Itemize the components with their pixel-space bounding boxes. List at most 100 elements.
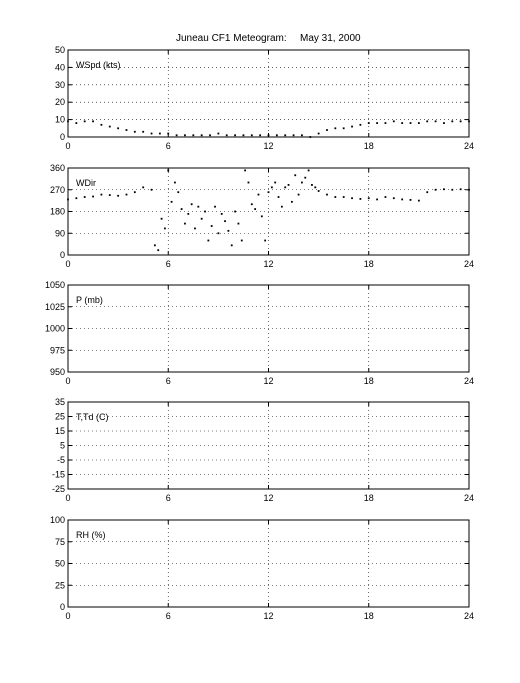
- x-tick-label: 0: [65, 259, 70, 269]
- y-tick-label: 75: [55, 537, 65, 547]
- data-point: [250, 134, 253, 137]
- data-point: [342, 127, 345, 130]
- data-point: [260, 215, 263, 218]
- data-point: [142, 186, 145, 189]
- data-point: [237, 222, 240, 225]
- y-tick-label: 0: [60, 132, 65, 142]
- data-point: [100, 123, 103, 126]
- y-tick-label: 1050: [45, 280, 65, 290]
- data-point: [274, 181, 277, 184]
- data-point: [267, 191, 270, 194]
- y-tick-label: -15: [52, 470, 65, 480]
- data-point: [417, 122, 420, 124]
- x-tick-label: 12: [263, 376, 273, 386]
- data-point: [326, 129, 328, 131]
- panel-label: WDir: [76, 178, 96, 188]
- data-point: [117, 127, 120, 130]
- data-point: [443, 122, 445, 124]
- data-point: [190, 203, 193, 206]
- temperature-panel: 0 6 12 18 24 -25 -15 -5 5 15 25 35 T,Td (C): [52, 397, 474, 503]
- data-point: [217, 232, 220, 235]
- y-tick-label: 5: [60, 441, 65, 451]
- x-tick-label: 12: [263, 141, 273, 151]
- data-point: [167, 132, 170, 135]
- data-point: [217, 132, 220, 135]
- y-tick-label: 25: [55, 580, 65, 590]
- data-point: [384, 122, 387, 124]
- data-point: [409, 122, 412, 124]
- data-point: [359, 123, 362, 126]
- y-tick-label: 100: [50, 515, 65, 525]
- data-point: [367, 197, 370, 200]
- y-tick-label: 35: [55, 397, 65, 407]
- data-point: [244, 169, 247, 172]
- data-point: [142, 130, 145, 133]
- data-point: [443, 188, 445, 191]
- data-point: [434, 120, 437, 123]
- data-point: [468, 188, 470, 191]
- data-point: [214, 205, 216, 208]
- data-point: [125, 129, 128, 131]
- data-point: [270, 186, 273, 189]
- data-point: [209, 134, 211, 137]
- y-tick-label: 30: [55, 80, 65, 90]
- data-point: [175, 134, 178, 137]
- x-tick-label: 24: [464, 141, 474, 151]
- x-tick-label: 0: [65, 493, 70, 503]
- data-point: [290, 200, 293, 203]
- data-point: [227, 229, 230, 232]
- x-tick-label: 12: [263, 259, 273, 269]
- panel-label: RH (%): [76, 530, 106, 540]
- x-tick-label: 12: [263, 493, 273, 503]
- x-tick-label: 6: [166, 493, 171, 503]
- data-point: [167, 169, 170, 172]
- data-point: [280, 205, 283, 208]
- data-point: [351, 125, 353, 128]
- y-tick-label: 15: [55, 426, 65, 436]
- data-point: [417, 199, 420, 202]
- pressure-panel: 0 6 12 18 24 950 975 1000 1025 1050 P (mb): [45, 280, 474, 386]
- data-point: [204, 210, 206, 213]
- x-tick-label: 0: [65, 376, 70, 386]
- data-point: [200, 134, 203, 137]
- data-point: [240, 239, 243, 242]
- data-point: [294, 174, 297, 177]
- data-point: [187, 213, 190, 215]
- data-point: [224, 220, 226, 223]
- data-point: [242, 134, 245, 137]
- y-tick-label: 360: [50, 163, 65, 173]
- data-point: [234, 210, 236, 213]
- data-point: [376, 198, 379, 201]
- data-point: [334, 196, 337, 198]
- data-point: [83, 196, 86, 198]
- wind-direction-panel: 0 6 12 18 24 0 90 180 270 360 WDir: [50, 163, 474, 269]
- data-point: [92, 195, 94, 198]
- panel-label: P (mb): [76, 295, 103, 305]
- data-point: [247, 181, 250, 184]
- data-point: [317, 132, 320, 135]
- data-point: [184, 134, 186, 137]
- data-point: [230, 244, 233, 247]
- x-tick-label: 18: [364, 493, 374, 503]
- x-tick-label: 6: [166, 376, 171, 386]
- data-point: [164, 227, 166, 230]
- data-point: [367, 122, 370, 124]
- data-point: [292, 134, 295, 137]
- data-point: [92, 120, 94, 123]
- y-tick-label: 180: [50, 207, 65, 217]
- data-point: [117, 194, 120, 197]
- data-point: [133, 130, 136, 133]
- data-point: [157, 249, 160, 252]
- data-point: [342, 196, 345, 198]
- data-point: [392, 120, 395, 123]
- data-point: [83, 120, 86, 123]
- data-point: [307, 169, 310, 172]
- x-tick-label: 24: [464, 376, 474, 386]
- y-tick-label: 10: [55, 115, 65, 125]
- chart-title-date: May 31, 2000: [300, 33, 361, 44]
- data-point: [194, 227, 196, 230]
- panel-label: T,Td (C): [76, 412, 109, 422]
- x-tick-label: 6: [166, 259, 171, 269]
- data-point: [174, 181, 176, 184]
- data-point: [200, 217, 203, 220]
